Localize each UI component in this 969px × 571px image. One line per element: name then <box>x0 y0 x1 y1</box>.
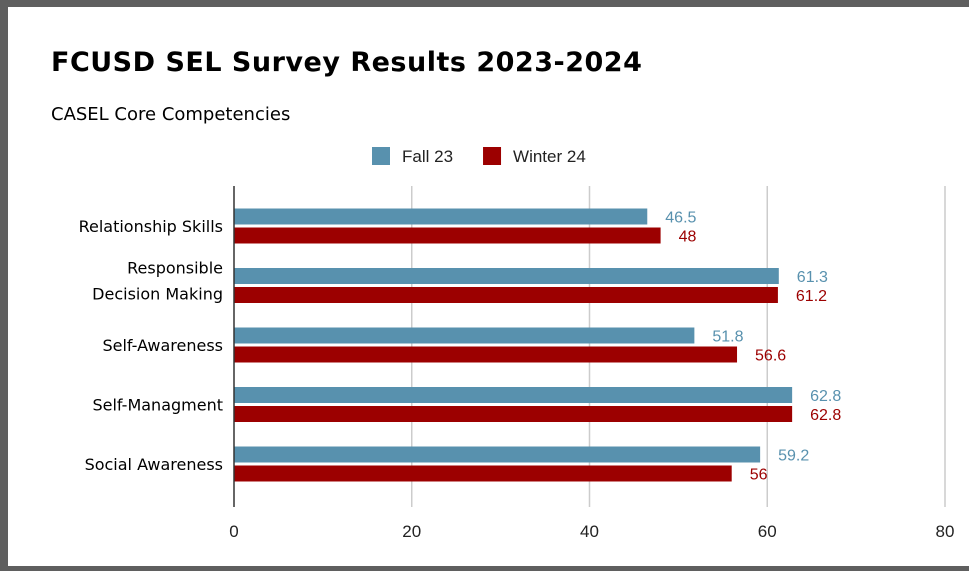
data-label: 61.2 <box>796 288 827 305</box>
data-labels: 46.5 48 61.3 61.2 51.8 56.6 62.8 62.8 59.2 56 <box>665 210 841 484</box>
legend-label: Winter 24 <box>513 147 586 166</box>
bar <box>234 227 661 244</box>
category-label: Social Awareness <box>85 455 223 474</box>
x-tick-label: 80 <box>936 522 955 541</box>
data-label: 62.8 <box>810 388 841 405</box>
bar <box>234 327 695 344</box>
category-label: Responsible <box>127 259 223 278</box>
data-label: 56.6 <box>755 348 786 365</box>
data-label: 56 <box>750 467 768 484</box>
category-label: Self-Managment <box>92 396 223 415</box>
bar <box>234 406 793 422</box>
category-label: Decision Making <box>92 285 223 304</box>
data-label: 59.2 <box>778 448 809 465</box>
bar <box>234 287 778 303</box>
legend-swatch <box>372 147 390 165</box>
x-tick-label: 20 <box>402 522 421 541</box>
bars <box>234 208 793 482</box>
legend: Fall 23 Winter 24 <box>372 147 586 166</box>
bar <box>234 208 648 225</box>
bar <box>234 446 761 463</box>
legend-label: Fall 23 <box>402 147 453 166</box>
x-tick-label: 0 <box>229 522 238 541</box>
x-tick-label: 40 <box>580 522 599 541</box>
chart-subtitle: CASEL Core Competencies <box>51 104 291 125</box>
data-label: 46.5 <box>665 210 696 227</box>
x-axis-ticks: 0 20 40 60 80 <box>229 522 954 541</box>
data-label: 62.8 <box>810 407 841 424</box>
data-label: 51.8 <box>712 329 743 346</box>
bar <box>234 346 738 363</box>
chart-title: FCUSD SEL Survey Results 2023-2024 <box>51 47 643 78</box>
data-label: 48 <box>679 229 697 246</box>
category-label: Relationship Skills <box>79 217 223 236</box>
data-label: 61.3 <box>797 269 828 286</box>
x-tick-label: 60 <box>758 522 777 541</box>
bar <box>234 268 779 284</box>
category-labels: Relationship Skills Responsible Decision M… <box>79 217 223 474</box>
bar <box>234 465 732 482</box>
category-label: Self-Awareness <box>102 336 223 355</box>
bar <box>234 387 793 403</box>
legend-swatch <box>483 147 502 165</box>
